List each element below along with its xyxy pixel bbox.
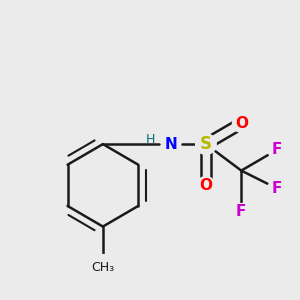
- Text: F: F: [272, 181, 282, 196]
- Circle shape: [233, 204, 250, 220]
- Text: F: F: [236, 204, 247, 219]
- Circle shape: [232, 115, 250, 132]
- Circle shape: [90, 254, 116, 281]
- Text: O: O: [200, 178, 212, 193]
- Text: S: S: [200, 135, 212, 153]
- Text: O: O: [235, 116, 248, 131]
- Text: H: H: [145, 133, 155, 146]
- Text: F: F: [272, 142, 282, 158]
- Circle shape: [197, 176, 215, 194]
- Text: N: N: [164, 136, 177, 152]
- Circle shape: [268, 142, 285, 158]
- Text: CH₃: CH₃: [91, 261, 115, 274]
- Circle shape: [268, 180, 285, 196]
- Circle shape: [196, 134, 216, 154]
- Circle shape: [162, 135, 179, 153]
